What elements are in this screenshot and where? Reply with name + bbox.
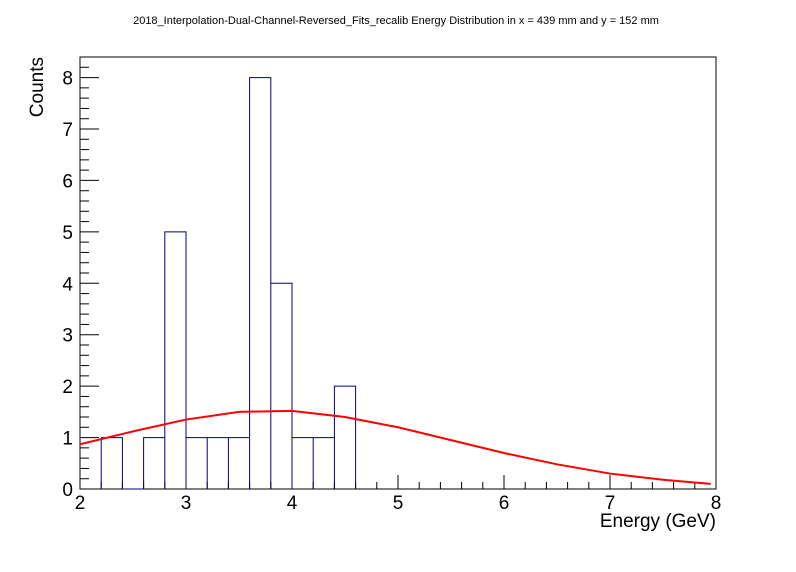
x-tick-label: 6 (499, 493, 510, 514)
y-tick-label: 4 (62, 274, 73, 295)
tick-labels: 2 3 4 5 6 7 8 0 1 2 3 4 5 6 7 8 (62, 69, 721, 514)
chart-title: 2018_Interpolation-Dual-Channel-Reversed… (133, 15, 659, 27)
histogram-outline (100, 77, 357, 490)
x-tick-label: 5 (393, 493, 404, 514)
y-axis-title: Counts (27, 57, 48, 117)
x-tick-label: 8 (711, 493, 722, 514)
y-tick-label: 1 (62, 429, 73, 450)
y-tick-label: 6 (62, 171, 73, 192)
y-tick-label: 8 (62, 69, 73, 90)
x-tick-label: 7 (605, 493, 616, 514)
fit-curve (79, 409, 711, 485)
y-tick-label: 5 (62, 223, 73, 244)
y-tick-label: 7 (62, 120, 73, 141)
y-tick-label: 0 (62, 480, 73, 501)
x-tick-label: 2 (75, 493, 86, 514)
x-tick-label: 3 (181, 493, 192, 514)
y-tick-label: 2 (62, 377, 73, 398)
x-axis-title: Energy (GeV) (600, 511, 716, 532)
y-tick-label: 3 (62, 326, 73, 347)
x-tick-label: 4 (287, 493, 298, 514)
